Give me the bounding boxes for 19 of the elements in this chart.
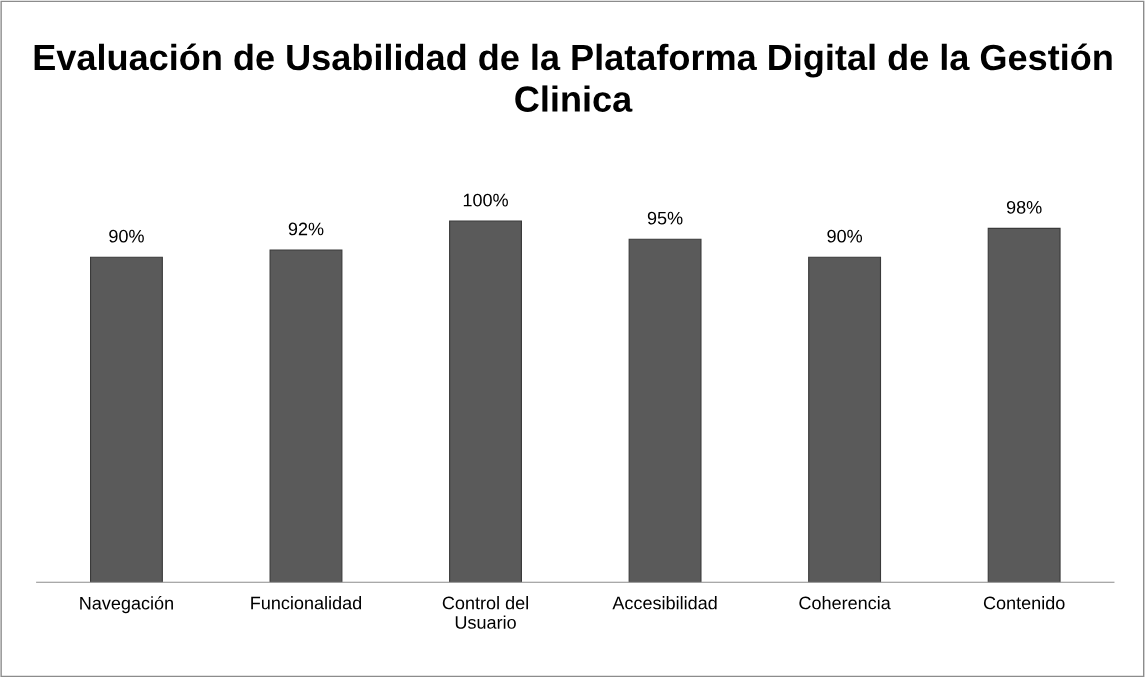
- bar: [269, 249, 343, 583]
- chart-title: Evaluación de Usabilidad de la Plataforma Digital de la Gestión Clinica: [34, 43, 1112, 112]
- data-label: 90%: [109, 229, 144, 243]
- data-label: 95%: [647, 211, 683, 225]
- x-tick-label: Control del Usuario: [442, 596, 528, 629]
- x-tick-label: Coherencia: [799, 596, 891, 610]
- data-label: 92%: [288, 222, 324, 236]
- x-tick-label: Accesibilidad: [612, 596, 717, 610]
- data-label: 100%: [463, 193, 508, 207]
- bar: [808, 256, 882, 583]
- bar: [628, 238, 702, 583]
- x-tick-label: Contenido: [983, 596, 1065, 610]
- data-label: 90%: [827, 229, 863, 243]
- bar: [89, 256, 163, 583]
- bar: [987, 227, 1061, 583]
- x-tick-label: Navegación: [80, 596, 173, 614]
- data-label: 98%: [1006, 200, 1042, 214]
- x-tick-label: Funcionalidad: [251, 596, 362, 610]
- bar: [449, 220, 522, 583]
